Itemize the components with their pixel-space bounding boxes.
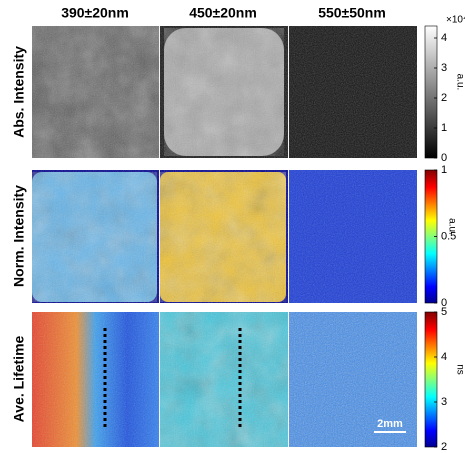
colorbar-unit: a.u.: [454, 74, 465, 91]
colorbar-tick-label: 4: [441, 351, 447, 363]
image-grid: 2mm: [32, 26, 417, 447]
colorbar-tick-label: 0.5: [441, 230, 456, 242]
column-header: 390±20nm: [61, 5, 129, 21]
colorbar-tick-label: 2: [441, 441, 447, 453]
colorbar-tick-label: 4: [441, 32, 447, 44]
colorbar-tick-label: 5: [441, 306, 447, 318]
noise: [32, 312, 417, 447]
scale-bar-label: 2mm: [377, 418, 403, 430]
row-label: Abs. Intensity: [11, 46, 27, 138]
colorbar-multiplier: ×10⁴: [446, 15, 465, 26]
colorbar-tick-label: 2: [441, 92, 447, 104]
colorbar: [424, 25, 438, 159]
colorbar-tick-label: 0: [441, 152, 447, 164]
row-label: Ave. Lifetime: [11, 335, 27, 422]
column-header: 550±50nm: [318, 5, 386, 21]
column-header: 450±20nm: [189, 5, 257, 21]
colorbar-tick-label: 0: [441, 297, 447, 309]
colorbar-tick-label: 3: [441, 396, 447, 408]
colorbar-unit: ns: [454, 364, 465, 375]
colorbar-tick-label: 3: [441, 62, 447, 74]
colorbar-tick-label: 1: [441, 164, 447, 176]
noise: [32, 26, 417, 158]
colorbar-unit: a.u.: [446, 218, 457, 235]
row-label: Norm. Intensity: [11, 185, 27, 287]
colorbar-tick-label: 1: [441, 122, 447, 134]
noise: [32, 170, 417, 303]
colorbar: [424, 311, 438, 448]
